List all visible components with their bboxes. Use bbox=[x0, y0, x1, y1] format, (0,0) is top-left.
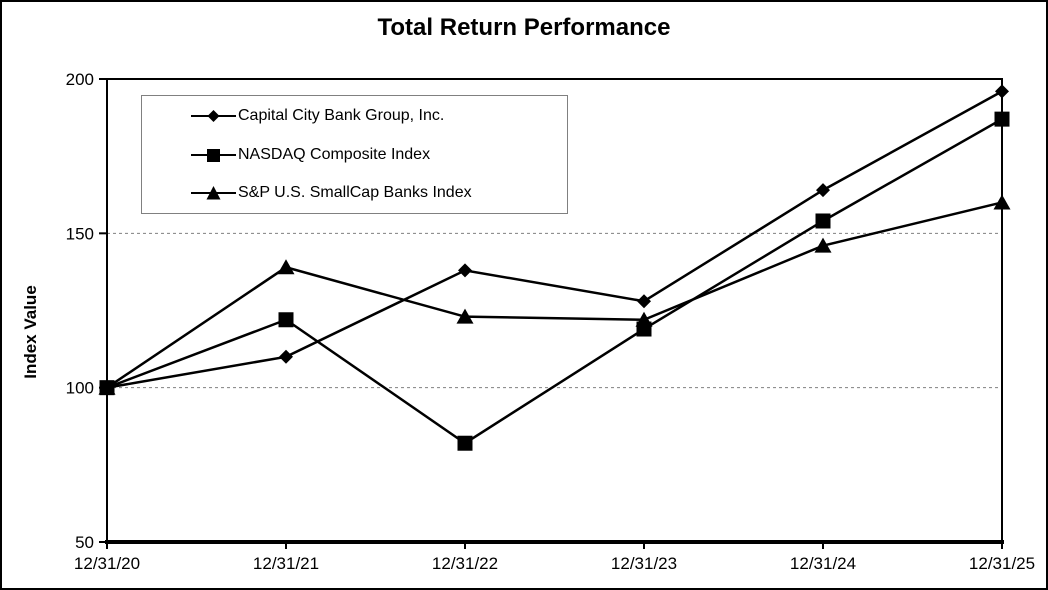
y-tick-label-100: 100 bbox=[66, 379, 94, 398]
legend-item-capital-city-bank-group: Capital City Bank Group, Inc. bbox=[142, 102, 567, 130]
legend-label: S&P U.S. SmallCap Banks Index bbox=[238, 184, 472, 201]
diamond-marker-icon bbox=[191, 110, 236, 122]
x-tick-label-0: 12/31/20 bbox=[74, 554, 140, 573]
legend-label: NASDAQ Composite Index bbox=[238, 145, 431, 163]
x-tick-label-3: 12/31/23 bbox=[611, 554, 677, 573]
legend-item-sp-smallcap-banks: S&P U.S. SmallCap Banks Index bbox=[142, 179, 567, 207]
triangle-marker-icon bbox=[191, 186, 236, 200]
legend: Capital City Bank Group, Inc. NASDAQ Com… bbox=[141, 95, 568, 214]
square-marker-icon bbox=[191, 148, 236, 162]
x-tick-label-1: 12/31/21 bbox=[253, 554, 319, 573]
x-tick-label-2: 12/31/22 bbox=[432, 554, 498, 573]
y-tick-label-200: 200 bbox=[66, 70, 94, 89]
legend-item-nasdaq-composite: NASDAQ Composite Index bbox=[142, 141, 567, 169]
x-tick-label-5: 12/31/25 bbox=[969, 554, 1035, 573]
series-line bbox=[106, 201, 1003, 389]
legend-label: Capital City Bank Group, Inc. bbox=[238, 107, 445, 124]
series-line bbox=[106, 90, 1003, 389]
x-tick-label-4: 12/31/24 bbox=[790, 554, 856, 573]
chart-title: Total Return Performance bbox=[377, 14, 671, 41]
series-line bbox=[106, 118, 1003, 445]
series-triangle bbox=[98, 194, 1011, 395]
y-tick-label-50: 50 bbox=[75, 533, 94, 552]
y-tick-label-150: 150 bbox=[66, 224, 94, 243]
